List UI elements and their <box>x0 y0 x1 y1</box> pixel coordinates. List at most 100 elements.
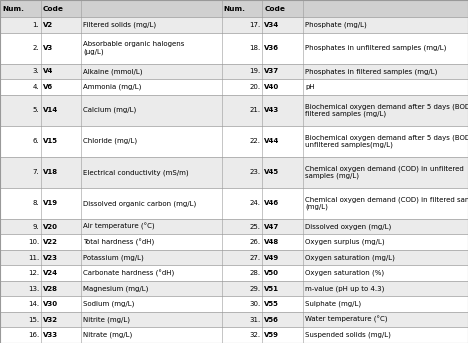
Text: 29.: 29. <box>249 286 261 292</box>
Bar <box>0 33 468 64</box>
Bar <box>0 79 468 95</box>
Text: V49: V49 <box>264 255 280 261</box>
Text: 28.: 28. <box>249 270 261 276</box>
Text: Sodium (mg/L): Sodium (mg/L) <box>83 301 135 307</box>
Text: Air temperature (°C): Air temperature (°C) <box>83 223 155 230</box>
Text: Oxygen saturation (%): Oxygen saturation (%) <box>305 270 384 276</box>
Text: 22.: 22. <box>249 138 261 144</box>
Text: m-value (pH up to 4.3): m-value (pH up to 4.3) <box>305 285 384 292</box>
Text: 15.: 15. <box>28 317 39 323</box>
Text: 3.: 3. <box>32 68 39 74</box>
Text: 11.: 11. <box>28 255 39 261</box>
Text: V45: V45 <box>264 169 279 175</box>
Text: Chemical oxygen demand (COD) in unfiltered
samples (mg/L): Chemical oxygen demand (COD) in unfilter… <box>305 165 464 179</box>
Text: V32: V32 <box>43 317 58 323</box>
Text: 30.: 30. <box>249 301 261 307</box>
Bar <box>0 126 468 157</box>
Text: V3: V3 <box>43 45 53 51</box>
Text: V23: V23 <box>43 255 58 261</box>
Text: 8.: 8. <box>32 200 39 206</box>
Text: V4: V4 <box>43 68 53 74</box>
Text: V59: V59 <box>264 332 279 338</box>
Bar <box>0 281 468 296</box>
Text: 10.: 10. <box>28 239 39 245</box>
Text: V6: V6 <box>43 84 53 90</box>
Text: Chemical oxygen demand (COD) in filtered samples
(mg/L): Chemical oxygen demand (COD) in filtered… <box>305 196 468 210</box>
Text: V56: V56 <box>264 317 279 323</box>
Bar <box>0 219 468 234</box>
Text: pH: pH <box>305 84 314 90</box>
Text: 6.: 6. <box>32 138 39 144</box>
Text: Electrical conductivity (mS/m): Electrical conductivity (mS/m) <box>83 169 189 176</box>
Text: 7.: 7. <box>32 169 39 175</box>
Text: Total hardness (°dH): Total hardness (°dH) <box>83 238 155 246</box>
Text: Potassium (mg/L): Potassium (mg/L) <box>83 255 144 261</box>
Bar <box>0 296 468 312</box>
Text: V19: V19 <box>43 200 58 206</box>
Text: V2: V2 <box>43 22 53 28</box>
Text: V30: V30 <box>43 301 58 307</box>
Text: Biochemical oxygen demand after 5 days (BOD5) in
filtered samples (mg/L): Biochemical oxygen demand after 5 days (… <box>305 103 468 117</box>
Text: Dissolved oxygen (mg/L): Dissolved oxygen (mg/L) <box>305 223 391 230</box>
Text: Calcium (mg/L): Calcium (mg/L) <box>83 107 137 114</box>
Text: V28: V28 <box>43 286 58 292</box>
Text: 14.: 14. <box>28 301 39 307</box>
Text: Absorbable organic halogens
(μg/L): Absorbable organic halogens (μg/L) <box>83 42 185 55</box>
Text: Water temperature (°C): Water temperature (°C) <box>305 316 388 323</box>
Text: V18: V18 <box>43 169 58 175</box>
Text: 26.: 26. <box>249 239 261 245</box>
Text: 1.: 1. <box>32 22 39 28</box>
Bar <box>0 64 468 79</box>
Text: Oxygen surplus (mg/L): Oxygen surplus (mg/L) <box>305 239 385 245</box>
Text: V44: V44 <box>264 138 280 144</box>
Text: Suspended solids (mg/L): Suspended solids (mg/L) <box>305 332 391 339</box>
Text: Biochemical oxygen demand after 5 days (BOD5) in
unfiltered samples(mg/L): Biochemical oxygen demand after 5 days (… <box>305 134 468 148</box>
Text: 24.: 24. <box>249 200 261 206</box>
Text: 32.: 32. <box>249 332 261 338</box>
Text: 23.: 23. <box>249 169 261 175</box>
Text: Sulphate (mg/L): Sulphate (mg/L) <box>305 301 361 307</box>
Bar <box>0 328 468 343</box>
Text: V51: V51 <box>264 286 279 292</box>
Text: Oxygen saturation (mg/L): Oxygen saturation (mg/L) <box>305 255 395 261</box>
Text: 5.: 5. <box>33 107 39 113</box>
Text: Code: Code <box>264 5 285 12</box>
Text: 25.: 25. <box>249 224 261 229</box>
Text: Ammonia (mg/L): Ammonia (mg/L) <box>83 84 142 90</box>
Text: V33: V33 <box>43 332 58 338</box>
Text: 13.: 13. <box>28 286 39 292</box>
Text: V37: V37 <box>264 68 279 74</box>
Text: 4.: 4. <box>33 84 39 90</box>
Text: V22: V22 <box>43 239 58 245</box>
Text: V15: V15 <box>43 138 58 144</box>
Text: Nitrate (mg/L): Nitrate (mg/L) <box>83 332 133 339</box>
Text: V34: V34 <box>264 22 280 28</box>
Text: Alkaine (mmol/L): Alkaine (mmol/L) <box>83 68 143 75</box>
Bar <box>0 188 468 219</box>
Text: V40: V40 <box>264 84 280 90</box>
Bar <box>0 95 468 126</box>
Text: V47: V47 <box>264 224 280 229</box>
Bar <box>0 0 468 17</box>
Bar <box>0 312 468 328</box>
Bar <box>0 265 468 281</box>
Bar <box>0 17 468 33</box>
Text: Magnesium (mg/L): Magnesium (mg/L) <box>83 285 149 292</box>
Text: Phosphate (mg/L): Phosphate (mg/L) <box>305 22 367 28</box>
Text: V43: V43 <box>264 107 280 113</box>
Text: Filtered solids (mg/L): Filtered solids (mg/L) <box>83 22 157 28</box>
Text: Num.: Num. <box>2 5 24 12</box>
Text: Phosphates in filtered samples (mg/L): Phosphates in filtered samples (mg/L) <box>305 68 438 75</box>
Text: 12.: 12. <box>28 270 39 276</box>
Text: 27.: 27. <box>249 255 261 261</box>
Text: V24: V24 <box>43 270 58 276</box>
Text: V48: V48 <box>264 239 280 245</box>
Text: V14: V14 <box>43 107 58 113</box>
Text: Num.: Num. <box>224 5 246 12</box>
Text: V55: V55 <box>264 301 279 307</box>
Text: Chloride (mg/L): Chloride (mg/L) <box>83 138 138 144</box>
Text: Phosphates in unfiltered samples (mg/L): Phosphates in unfiltered samples (mg/L) <box>305 45 446 51</box>
Text: V20: V20 <box>43 224 58 229</box>
Bar <box>0 157 468 188</box>
Text: V50: V50 <box>264 270 279 276</box>
